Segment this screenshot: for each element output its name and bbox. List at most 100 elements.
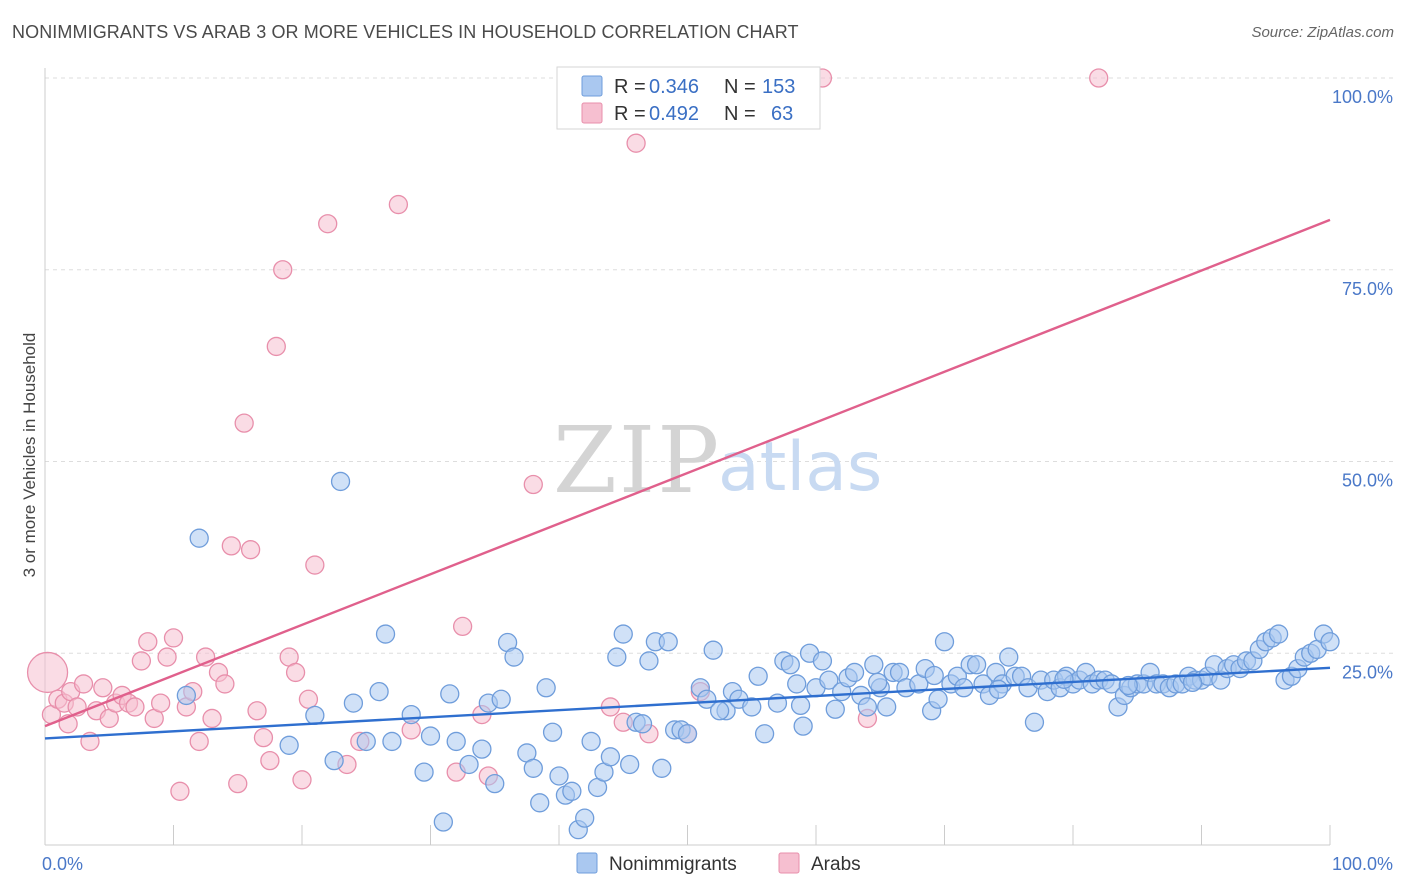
trend-lines <box>44 218 1331 740</box>
series-legend-label-nonimmigrants: Nonimmigrants <box>609 854 737 875</box>
nonimmigrants-point-43 <box>639 651 659 671</box>
nonimmigrants-point-152 <box>1182 672 1203 693</box>
nonimmigrants-point-16 <box>446 731 466 752</box>
nonimmigrants-point-67 <box>819 670 839 690</box>
arabs-point-15 <box>131 651 152 671</box>
legend-r-label-2: R = <box>614 103 646 125</box>
nonimmigrants-point-98 <box>1024 712 1045 732</box>
series-legend: Nonimmigrants Arabs <box>576 852 861 875</box>
nonimmigrants-point-40 <box>620 754 640 775</box>
x-tick-label-min: 0.0% <box>42 854 83 874</box>
source-label: Source: ZipAtlas.com <box>1251 24 1394 41</box>
arabs-point-20 <box>163 628 184 648</box>
nonimmigrants-point-63 <box>793 716 813 736</box>
arabs-point-33 <box>247 701 267 721</box>
legend-n-value-2: 63 <box>771 103 793 125</box>
nonimmigrants-trend-line <box>44 666 1331 740</box>
nonimmigrants-point-42 <box>632 714 653 734</box>
nonimmigrants-points <box>176 471 1340 840</box>
arabs-point-9 <box>93 678 113 698</box>
nonimmigrants-point-62 <box>787 674 807 694</box>
nonimmigrants-point-146 <box>790 695 811 716</box>
x-tick-label-max: 100.0% <box>1332 854 1393 874</box>
arabs-point-40 <box>292 770 312 790</box>
nonimmigrants-point-61 <box>780 655 800 675</box>
arabs-trend-line <box>44 218 1331 728</box>
nonimmigrants-point-25 <box>523 758 543 778</box>
arabs-point-29 <box>221 536 241 556</box>
nonimmigrants-point-150 <box>1054 669 1074 689</box>
nonimmigrants-point-17 <box>459 754 479 775</box>
nonimmigrants-point-28 <box>542 722 563 742</box>
nonimmigrants-point-11 <box>401 704 421 725</box>
arabs-point-39 <box>285 662 306 683</box>
arabs-point-52 <box>523 474 543 495</box>
arabs-point-30 <box>228 773 248 794</box>
nonimmigrants-point-84 <box>934 632 955 652</box>
legend-r-value-1: 0.346 <box>649 76 699 98</box>
nonimmigrants-point-20 <box>485 773 505 794</box>
nonimmigrants-point-71 <box>844 662 865 683</box>
nonimmigrants-point-83 <box>928 689 948 709</box>
nonimmigrants-point-68 <box>825 699 845 719</box>
nonimmigrants-point-38 <box>607 647 627 667</box>
arabs-point-42 <box>305 555 325 575</box>
stats-legend: R = 0.346 N = 153 R = 0.492 N = 63 <box>556 66 821 130</box>
nonimmigrants-point-56 <box>742 697 762 717</box>
arabs-point-31 <box>234 413 254 433</box>
chart-title: NONIMMIGRANTS VS ARAB 3 OR MORE VEHICLES… <box>12 22 799 42</box>
nonimmigrants-point-14 <box>433 812 454 832</box>
watermark: ZIP atlas <box>553 407 882 514</box>
arabs-point-6 <box>73 674 94 694</box>
legend-n-label-2: N = <box>724 103 756 125</box>
y-tick-label-100: 100.0% <box>1332 87 1393 107</box>
nonimmigrants-point-26 <box>530 793 550 813</box>
nonimmigrants-point-148 <box>924 665 944 686</box>
nonimmigrants-point-7 <box>356 731 376 752</box>
arabs-point-61 <box>1089 68 1109 88</box>
series-legend-label-arabs: Arabs <box>811 854 861 875</box>
nonimmigrants-point-29 <box>549 766 569 786</box>
nonimmigrants-point-57 <box>748 666 768 686</box>
nonimmigrants-point-0 <box>189 528 209 548</box>
nonimmigrants-point-21 <box>491 689 511 709</box>
nonimmigrants-point-10 <box>382 731 402 752</box>
nonimmigrants-point-8 <box>369 681 389 702</box>
arabs-point-24 <box>189 731 209 752</box>
watermark-atlas: atlas <box>718 428 882 507</box>
arabs-point-28 <box>215 674 235 694</box>
arabs-point-14 <box>125 697 145 717</box>
nonimmigrants-point-15 <box>440 684 460 704</box>
arabs-point-26 <box>202 708 222 729</box>
nonimmigrants-point-37 <box>600 747 621 767</box>
nonimmigrants-point-23 <box>504 647 524 667</box>
nonimmigrants-point-149 <box>988 679 1009 699</box>
nonimmigrants-point-89 <box>966 655 987 675</box>
nonimmigrants-point-31 <box>562 781 582 801</box>
watermark-zip: ZIP <box>553 407 721 514</box>
series-legend-swatch-nonimmigrants <box>576 852 598 874</box>
nonimmigrants-point-52 <box>703 640 723 660</box>
y-tick-label-50: 50.0% <box>1342 471 1393 491</box>
nonimmigrants-point-147 <box>868 672 888 693</box>
arabs-point-37 <box>273 260 293 280</box>
arabs-point-21 <box>170 781 190 801</box>
arabs-point-19 <box>157 647 177 667</box>
legend-r-value-2: 0.492 <box>649 103 699 125</box>
nonimmigrants-point-13 <box>420 726 441 746</box>
arabs-point-41 <box>298 689 319 709</box>
nonimmigrants-point-5 <box>324 750 344 771</box>
nonimmigrants-point-73 <box>857 697 878 717</box>
nonimmigrants-point-12 <box>414 762 434 782</box>
nonimmigrants-point-2 <box>176 685 197 706</box>
nonimmigrants-point-6 <box>343 693 364 713</box>
nonimmigrants-point-27 <box>536 678 556 698</box>
arabs-point-49 <box>452 616 473 637</box>
y-tick-label-75: 75.0% <box>1342 279 1393 299</box>
nonimmigrants-point-66 <box>812 651 833 671</box>
nonimmigrants-point-51 <box>697 689 717 709</box>
y-tick-label-25: 25.0% <box>1342 662 1393 682</box>
series-legend-swatch-arabs <box>778 852 800 874</box>
nonimmigrants-point-145 <box>709 701 730 721</box>
